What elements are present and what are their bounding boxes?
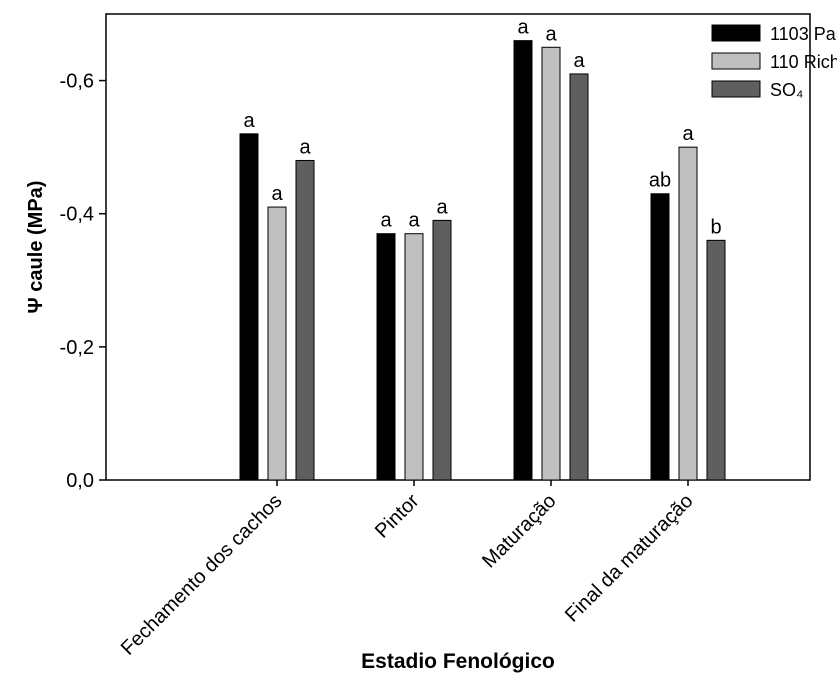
significance-letter: a: [545, 23, 557, 45]
significance-letter: a: [408, 210, 420, 232]
significance-letter: ab: [649, 170, 671, 192]
significance-letter: a: [243, 110, 255, 132]
legend-swatch: [711, 80, 761, 98]
x-tick-label: Maturação: [478, 490, 560, 572]
legend-swatch: [711, 52, 761, 70]
significance-letter: a: [436, 196, 448, 218]
bar: [706, 239, 726, 481]
significance-letter: a: [682, 123, 694, 145]
significance-letter: a: [271, 183, 283, 205]
legend-label: 1103 Paulsen: [770, 24, 837, 44]
bar: [569, 73, 589, 481]
bar: [239, 133, 259, 481]
legend-swatch: [711, 24, 761, 42]
significance-letter: b: [710, 216, 721, 238]
significance-letter: a: [299, 136, 311, 158]
significance-letter: a: [380, 210, 392, 232]
y-tick-label: -0,2: [60, 337, 94, 359]
bar: [432, 219, 452, 481]
x-tick-label: Fechamento dos cachos: [117, 490, 287, 660]
bar: [295, 159, 315, 481]
bar: [650, 193, 670, 481]
legend-label: SO₄: [770, 80, 803, 100]
bar: [678, 146, 698, 481]
bar: [267, 206, 287, 481]
x-axis-title: Estadio Fenológico: [361, 650, 555, 673]
bar: [376, 233, 396, 481]
significance-letter: a: [517, 17, 529, 39]
bar: [541, 46, 561, 481]
x-tick-label: Final da maturação: [561, 490, 698, 627]
y-tick-label: -0,4: [60, 204, 94, 226]
bar: [404, 233, 424, 481]
plot-frame: [105, 13, 811, 481]
y-tick-label: 0,0: [66, 470, 94, 492]
x-tick-label: Pintor: [371, 490, 424, 543]
legend-label: 110 Richter: [770, 52, 837, 72]
bar: [513, 40, 533, 481]
y-axis-title: Ψ caule (MPa): [25, 181, 47, 314]
significance-letter: a: [573, 50, 585, 72]
y-tick-label: -0,6: [60, 71, 94, 93]
